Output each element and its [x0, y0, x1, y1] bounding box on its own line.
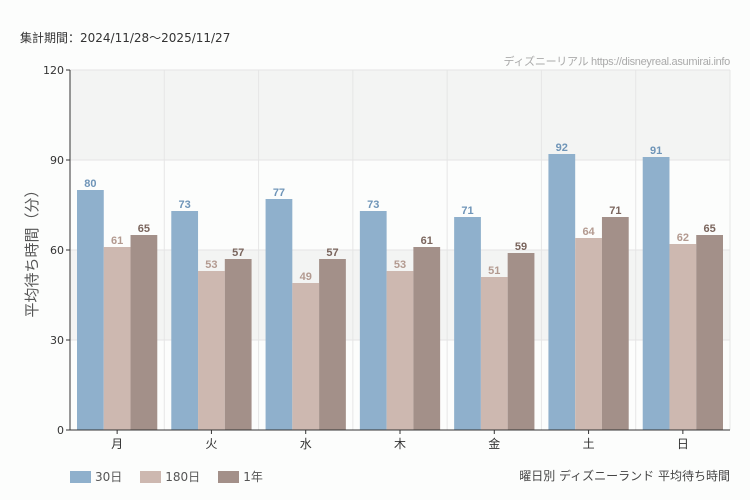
- legend-swatch: [70, 470, 91, 483]
- data-label: 71: [609, 205, 621, 217]
- y-tick-label: 60: [50, 244, 64, 257]
- bar: [507, 253, 535, 430]
- bar: [669, 244, 697, 430]
- data-label: 91: [650, 145, 662, 157]
- bar: [130, 235, 158, 430]
- data-label: 64: [582, 226, 595, 238]
- bar: [77, 190, 104, 430]
- data-label: 57: [232, 247, 244, 259]
- data-label: 65: [703, 223, 715, 235]
- legend: 30日 180日 1年: [70, 468, 263, 485]
- data-label: 92: [556, 142, 568, 154]
- grid-band: [70, 70, 730, 160]
- data-label: 62: [677, 232, 689, 244]
- bar: [198, 271, 225, 430]
- bar: [265, 199, 293, 430]
- x-tick-label: 水: [300, 437, 312, 451]
- bar: [696, 235, 723, 430]
- bar: [386, 271, 414, 430]
- y-tick-label: 120: [43, 64, 64, 77]
- data-label: 71: [461, 205, 473, 217]
- data-label: 73: [179, 199, 191, 211]
- bar: [413, 247, 441, 430]
- bar: [103, 247, 131, 430]
- data-label: 73: [367, 199, 379, 211]
- legend-label: 1年: [243, 470, 263, 484]
- bar: [292, 283, 320, 430]
- bar: [601, 217, 629, 430]
- legend-item-180d[interactable]: 180日: [140, 468, 200, 485]
- chart-title: 曜日別 ディズニーランド 平均待ち時間: [519, 469, 730, 483]
- data-label: 61: [421, 235, 433, 247]
- legend-item-1y[interactable]: 1年: [218, 468, 263, 485]
- bar: [575, 238, 602, 430]
- bar: [548, 154, 576, 430]
- data-label: 51: [488, 265, 500, 277]
- y-axis-label: 平均待ち時間（分）: [23, 182, 41, 317]
- x-tick-label: 土: [583, 437, 595, 451]
- bar: [642, 157, 670, 430]
- data-label: 61: [111, 235, 123, 247]
- legend-swatch: [218, 470, 240, 483]
- bar: [224, 259, 252, 430]
- data-label: 49: [300, 271, 312, 283]
- data-label: 59: [515, 241, 527, 253]
- period-label: 集計期間：2024/11/28〜2025/11/27: [20, 31, 231, 45]
- x-tick-label: 日: [677, 437, 689, 451]
- data-label: 53: [394, 259, 406, 271]
- bar: [480, 277, 508, 430]
- bar: [454, 217, 481, 430]
- credit-label: ディズニーリアル https://disneyreal.asumirai.inf…: [503, 56, 731, 68]
- legend-swatch: [140, 470, 162, 483]
- legend-label: 180日: [165, 470, 201, 484]
- bar: [359, 211, 387, 430]
- x-tick-label: 火: [205, 437, 217, 451]
- data-label: 57: [326, 247, 338, 259]
- x-tick-label: 金: [488, 436, 500, 451]
- y-tick-label: 90: [50, 154, 64, 167]
- x-tick-label: 木: [394, 437, 406, 451]
- legend-item-30d[interactable]: 30日: [70, 468, 122, 485]
- data-label: 80: [84, 178, 96, 190]
- bar: [171, 211, 199, 430]
- y-tick-label: 0: [57, 424, 64, 437]
- x-tick-label: 月: [111, 437, 123, 451]
- bar: [319, 259, 346, 430]
- data-label: 65: [138, 223, 150, 235]
- data-label: 77: [273, 187, 285, 199]
- legend-label: 30日: [95, 470, 123, 484]
- data-label: 53: [205, 259, 217, 271]
- y-tick-label: 30: [50, 334, 64, 347]
